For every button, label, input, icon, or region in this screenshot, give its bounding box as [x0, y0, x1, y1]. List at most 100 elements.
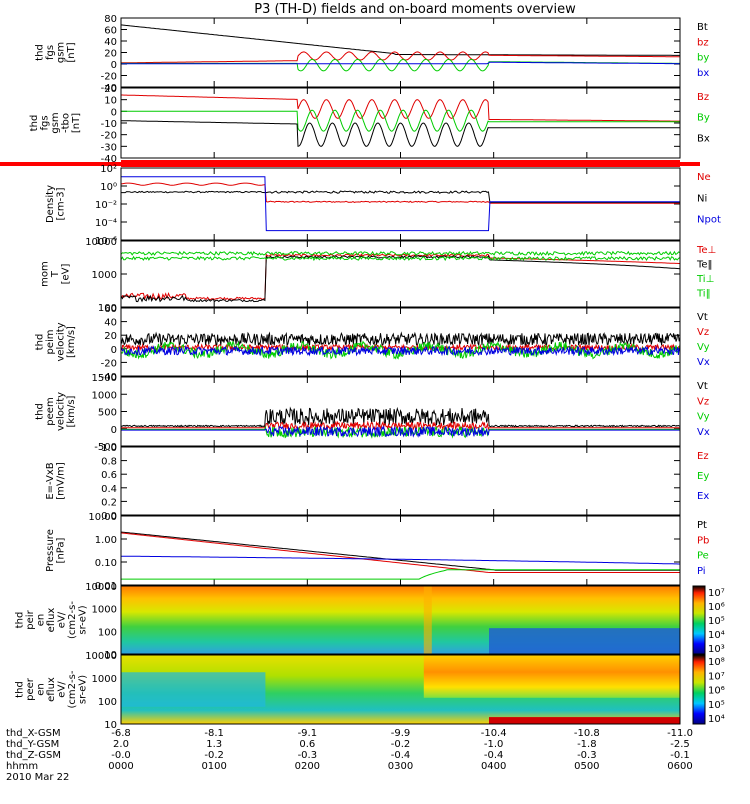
separator-bar	[121, 160, 680, 167]
colorbar-label: 10⁵	[708, 700, 725, 711]
series-line-pi	[121, 555, 680, 565]
y-tick-label: 0.6	[101, 470, 117, 481]
x-axis-value: -9.9	[391, 728, 411, 739]
colorbar-label: 10⁴	[708, 630, 725, 641]
legend-entry-by: By	[697, 113, 710, 124]
y-tick-label: 1000	[92, 270, 117, 281]
legend-entry-ti: Ti⊥	[696, 274, 714, 285]
series-line-bt	[120, 24, 680, 56]
x-axis-value: 0000	[108, 761, 133, 772]
y-tick-label: -20	[101, 358, 117, 369]
y-axis-label-line: [cm-3]	[55, 187, 66, 220]
y-axis-label-line: [nT]	[66, 42, 77, 62]
legend-entry-bt: Bt	[697, 22, 708, 33]
y-tick-label: 20	[104, 49, 117, 60]
y-axis-label-line: thd	[34, 334, 45, 351]
y-axis-label-line: velocity	[55, 322, 66, 361]
legend-entry-by: by	[697, 53, 709, 64]
chart-title: P3 (TH-D) fields and on-board moments ov…	[254, 2, 576, 17]
y-tick-label: 10000	[85, 651, 117, 662]
x-axis-value: -0.4	[484, 750, 504, 761]
series-line-vy	[121, 425, 680, 439]
y-axis-label-line: thd	[15, 681, 26, 698]
panel-pressure: Pressure [nPa] 10.00 1.00 0.10 0.01 Pt Pb Pe Pi	[45, 512, 710, 592]
y-tick-label: 1000	[92, 390, 117, 401]
y-axis-label-line: gsm	[50, 112, 61, 133]
colorbar-label: 10⁶	[708, 602, 725, 613]
y-tick-label: 0.8	[101, 457, 117, 468]
y-tick-label: 10	[104, 650, 117, 661]
y-tick-label: -20	[101, 131, 117, 142]
series-line-vx	[120, 344, 681, 357]
panel-e-field: E=-VxB [mV/m] 1.0 0.8 0.6 0.4 0.2 0.0 Ez Ey Ex	[45, 443, 710, 522]
x-axis-value: -6.8	[111, 728, 131, 739]
y-tick-label: -500	[94, 442, 117, 453]
legend-entry-te: Te‖	[696, 260, 713, 271]
colorbar-label: 10⁶	[708, 686, 725, 697]
y-tick-label: 0.2	[101, 497, 117, 508]
y-tick-label: 10	[104, 96, 117, 107]
y-axis-label-line: sr-eV)	[78, 675, 89, 704]
series-line-vt	[120, 331, 681, 348]
colorbar-label: 10⁵	[708, 616, 725, 627]
y-axis-label-line: eV/	[57, 681, 68, 698]
y-tick-label: -10	[101, 119, 117, 130]
legend-entry-ti: Ti‖	[696, 289, 711, 300]
x-axis-row-label: hhmm	[6, 761, 38, 772]
heatmap-region	[423, 586, 432, 654]
series-line-bz	[120, 51, 681, 64]
panel-electron-velocity: thd peem velocity [km/s] 1500 1000 500 0 -500 Vt V…	[34, 373, 710, 453]
y-tick-label: 40	[104, 37, 117, 48]
y-tick-label: 20	[104, 331, 117, 342]
panel-electron-eflux: thd peer en eflux eV/(cm2-s-sr-eV) 10000 1000 1…	[15, 651, 725, 731]
y-axis-label-line: T	[50, 270, 61, 278]
y-tick-label: -40	[101, 154, 117, 165]
x-axis-value: -1.0	[484, 739, 504, 750]
panel-frame	[120, 87, 681, 159]
panel-frame	[120, 307, 681, 377]
x-axis-value: -9.1	[298, 728, 318, 739]
y-axis-label-line: [nT]	[71, 113, 82, 133]
colorbar-label: 10⁷	[708, 671, 725, 682]
y-tick-label: 10⁻²	[95, 200, 117, 211]
x-axis-value: 1.3	[206, 739, 222, 750]
y-tick-label: 1.0	[101, 443, 117, 454]
y-tick-label: 10⁻⁴	[95, 218, 117, 229]
y-tick-label: 0.0	[101, 511, 117, 522]
x-axis-value: -0.4	[391, 750, 411, 761]
y-axis-label-line: fgs	[40, 115, 51, 130]
y-tick-label: -40	[101, 372, 117, 383]
x-axis-value: -0.3	[298, 750, 318, 761]
x-axis-value: -0.3	[577, 750, 597, 761]
y-tick-label: 60	[104, 26, 117, 37]
y-tick-label: 0	[111, 107, 117, 118]
y-axis-label: thd fgs gsm -tbo [nT]	[29, 112, 82, 133]
legend-entry-vz: Vz	[697, 327, 709, 338]
x-axis-value: -0.0	[111, 750, 131, 761]
y-axis-label-line: thd	[29, 115, 40, 132]
series-line-vz	[121, 420, 680, 431]
x-axis-value: 0200	[295, 761, 320, 772]
y-tick-label: 20	[104, 84, 117, 95]
y-tick-label: 80	[104, 14, 117, 25]
panel-density: Density [cm-3] 10² 10⁰ 10⁻² 10⁻⁴ 10⁻⁶ Ne Ni Npot	[45, 164, 721, 247]
y-tick-label: 500	[98, 408, 117, 419]
legend-entry-vy: Vy	[697, 412, 710, 423]
legend-entry-bz: bz	[697, 37, 709, 48]
y-tick-label: 0.4	[101, 484, 117, 495]
legend-entry-vx: Vx	[697, 357, 710, 368]
y-axis-label-line: [nPa]	[55, 537, 66, 563]
x-axis-value: 0500	[574, 761, 599, 772]
y-tick-label: 0	[111, 425, 117, 436]
x-axis-value: 2.0	[113, 739, 129, 750]
y-tick-label: 0.01	[95, 581, 117, 592]
y-axis-label-line: thd	[34, 403, 45, 420]
y-axis-label-line: [km/s]	[66, 326, 77, 358]
heatmap-region	[121, 672, 266, 707]
y-axis-label-line: [eV]	[61, 264, 72, 285]
legend-entry-vy: Vy	[697, 342, 710, 353]
legend-entry-vt: Vt	[697, 381, 708, 392]
series-line-by	[121, 109, 680, 132]
legend-entry-ex: Ex	[697, 491, 709, 502]
